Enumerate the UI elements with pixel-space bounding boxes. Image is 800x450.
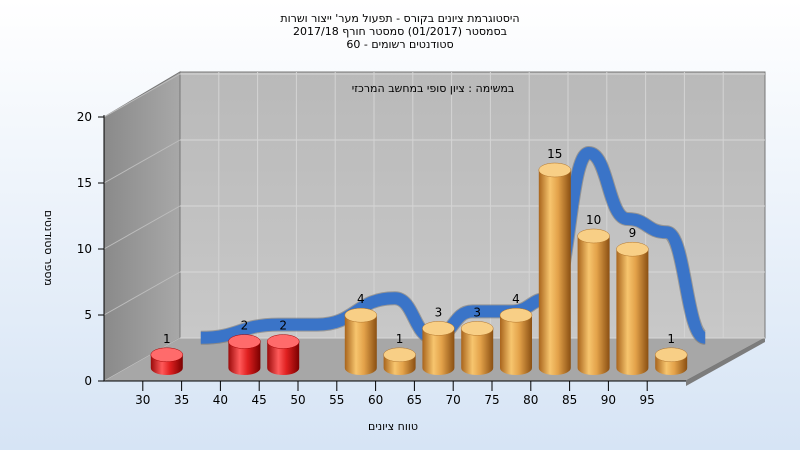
- x-tick-label: 90: [601, 393, 616, 407]
- bar-value-label: 1: [667, 332, 675, 346]
- bar-top: [499, 307, 533, 323]
- grid-wall-1: [103, 271, 181, 316]
- y-tick-label: 15: [77, 176, 92, 190]
- y-tick-label: 5: [84, 308, 92, 322]
- x-tick-label: 30: [135, 393, 150, 407]
- grid-wall-3: [103, 139, 181, 184]
- bar-body: [577, 236, 610, 375]
- bar-body: [461, 328, 494, 375]
- bar: 4: [499, 292, 533, 375]
- bar: 3: [422, 305, 455, 375]
- back-wall: [179, 71, 766, 339]
- x-tick-label: 70: [446, 393, 461, 407]
- y-axis-label: מספר סטודנטים: [42, 210, 55, 286]
- x-tick-label: 50: [290, 393, 305, 407]
- bar: 2: [228, 319, 261, 375]
- x-tick-label: 95: [640, 393, 655, 407]
- bar: 15: [538, 147, 572, 375]
- x-tick-label: 85: [562, 393, 577, 407]
- bar: 3: [460, 305, 494, 375]
- bar-body: [616, 249, 649, 375]
- x-tick-label: 40: [213, 393, 228, 407]
- bar-body: [228, 341, 261, 375]
- bar-value-label: 1: [163, 332, 171, 346]
- bar-top: [228, 334, 261, 349]
- bar: 1: [654, 332, 688, 375]
- bar-value-label: 10: [586, 213, 601, 227]
- chart-title-line-3: סטודנטים רשומים - 60: [346, 38, 453, 51]
- floor-edge: [686, 338, 765, 386]
- chart-title-line-2: בסמסטר (01/2017) סמסטר חורף 2017/18: [293, 25, 507, 38]
- chart-title-line-1: היסטוגרמת ציונים בקורס - תפעול מער' ייצו…: [280, 12, 519, 25]
- bar-value-label: 2: [241, 319, 249, 333]
- bar-top: [616, 241, 649, 257]
- x-tick-label: 60: [368, 393, 383, 407]
- bar-top: [266, 334, 300, 349]
- bar-top: [577, 228, 610, 244]
- bar-value-label: 15: [547, 147, 562, 161]
- bar-value-label: 2: [279, 319, 287, 333]
- x-tick-label: 35: [174, 393, 189, 407]
- bar-value-label: 4: [357, 292, 365, 306]
- bar: 1: [150, 332, 184, 375]
- x-tick-label: 75: [484, 393, 499, 407]
- x-tick-label: 80: [523, 393, 538, 407]
- bar-top: [654, 347, 688, 363]
- bar-top: [460, 321, 494, 336]
- y-tick-label: 0: [84, 374, 92, 388]
- chart-subtitle: במשימה : ציון סופי במחשב המרכזי: [352, 82, 515, 95]
- grid-wall-4: [103, 73, 181, 118]
- x-tick-label: 55: [329, 393, 344, 407]
- bar-value-label: 9: [629, 226, 637, 240]
- bar-value-label: 4: [512, 292, 520, 306]
- bar-body: [344, 315, 377, 375]
- x-axis: 30 35 40 45 50 55 60 65 70 75 80 85 90 95: [104, 380, 686, 407]
- x-tick-label: 65: [407, 393, 422, 407]
- bar-body: [500, 315, 532, 375]
- y-axis: 0 5 10 15 20: [77, 110, 105, 388]
- bar-top: [383, 347, 416, 363]
- bar: 10: [577, 213, 610, 375]
- bar-body: [267, 341, 300, 375]
- bar-top: [150, 347, 184, 363]
- bar: 2: [266, 319, 300, 375]
- y-tick-label: 10: [77, 242, 92, 256]
- y-tick-label: 20: [77, 110, 92, 124]
- bar: 1: [383, 332, 416, 375]
- bar-top: [538, 162, 572, 178]
- bar-body: [422, 328, 455, 375]
- bar-value-label: 3: [473, 305, 481, 319]
- bar: 9: [616, 226, 649, 375]
- bar-body: [538, 170, 571, 375]
- x-axis-label: טווח ציונים: [368, 420, 418, 433]
- x-tick-label: 45: [252, 393, 267, 407]
- grid-wall-0: [103, 337, 181, 382]
- bars-layer: 1 2 2 4 1 3 3 4 15 10 9 1: [150, 147, 688, 375]
- grid-wall-2: [103, 205, 181, 250]
- bar-top: [344, 307, 378, 323]
- bar-value-label: 1: [396, 332, 404, 346]
- bar-value-label: 3: [435, 305, 443, 319]
- bar: 4: [344, 292, 378, 375]
- bar-top: [422, 321, 455, 336]
